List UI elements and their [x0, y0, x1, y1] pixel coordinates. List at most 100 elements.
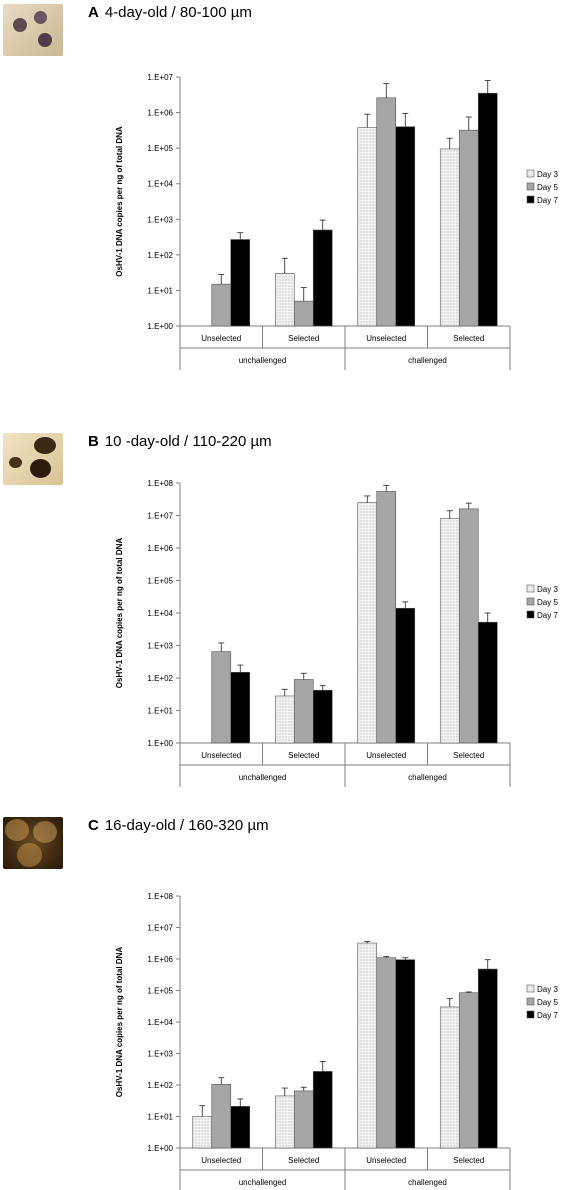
legend-swatch [526, 195, 535, 204]
y-tick-label: 1.E+08 [147, 479, 173, 488]
category-label: Unselected [366, 1156, 406, 1165]
category-label: Selected [288, 1156, 319, 1165]
category-label: Unselected [366, 751, 406, 760]
category-label: Selected [453, 751, 484, 760]
bar-day7 [312, 689, 333, 744]
group-label: unchallenged [239, 1178, 287, 1187]
bar-chart: 1.E+00 1.E+01 1.E+02 1.E+03 1.E+04 1.E+05 1.E+… [115, 73, 558, 370]
y-tick-label: 1.E+01 [147, 286, 173, 295]
bar-day7 [230, 671, 251, 744]
legend-label: Day 3 [537, 170, 558, 179]
bar-day3 [439, 148, 460, 327]
bar-day3 [357, 127, 378, 327]
legend-label: Day 5 [537, 183, 558, 192]
legend-swatch [526, 984, 535, 993]
legend-label: Day 7 [537, 1011, 558, 1020]
panel-title: B 10 -day-old / 110-220 µm [88, 433, 272, 450]
legend-label: Day 5 [537, 998, 558, 1007]
y-tick-label: 1.E+01 [147, 707, 173, 716]
bar-day7 [477, 92, 498, 327]
panel-letter: C [88, 817, 99, 834]
bar-day7 [312, 229, 333, 327]
larvae-photo [3, 433, 63, 485]
bar-day5 [458, 992, 479, 1149]
category-label: Selected [288, 751, 319, 760]
bar-day5 [458, 129, 479, 327]
panel-b: B 10 -day-old / 110-220 µm 1.E+00 1.E+01 1.… [0, 400, 562, 790]
legend-label: Day 5 [537, 598, 558, 607]
bar-day7 [477, 968, 498, 1149]
bar-day3 [274, 273, 295, 327]
y-axis-label: OsHV-1 DNA copies per ng of total DNA [115, 538, 124, 689]
y-axis-label: OsHV-1 DNA copies per ng of total DNA [115, 947, 124, 1098]
y-tick-label: 1.E+03 [147, 1050, 173, 1059]
group-label: unchallenged [239, 356, 287, 365]
larvae-photo [3, 817, 63, 869]
bar-day5 [376, 957, 397, 1149]
bar-day7 [395, 959, 416, 1149]
bar-day7 [312, 1071, 333, 1149]
group-label: challenged [408, 1178, 447, 1187]
category-label: Selected [288, 334, 319, 343]
category-label: Unselected [201, 751, 241, 760]
category-label: Selected [453, 1156, 484, 1165]
category-label: Unselected [201, 1156, 241, 1165]
bar-day3 [274, 1095, 295, 1149]
legend-label: Day 7 [537, 611, 558, 620]
y-tick-label: 1.E+04 [147, 609, 173, 618]
group-label: challenged [408, 773, 447, 782]
bar-day7 [395, 607, 416, 744]
bar-day5 [293, 679, 314, 744]
bar-chart: 1.E+00 1.E+01 1.E+02 1.E+03 1.E+04 1.E+05 1.E+… [115, 892, 558, 1190]
bar-day7 [230, 239, 251, 327]
bar-day5 [293, 1090, 314, 1149]
legend-swatch [526, 610, 535, 619]
legend-swatch [526, 182, 535, 191]
group-label: unchallenged [239, 773, 287, 782]
legend-swatch [526, 584, 535, 593]
y-tick-label: 1.E+07 [147, 924, 173, 933]
bar-day7 [477, 621, 498, 744]
bar-day7 [230, 1106, 251, 1149]
bar-day3 [274, 695, 295, 744]
panel-a: A 4-day-old / 80-100 µm 1.E+00 1.E+01 1.E+0… [0, 0, 562, 390]
panel-c: C 16-day-old / 160-320 µm 1.E+00 1.E+01 1.E… [0, 800, 562, 1190]
y-tick-label: 1.E+02 [147, 1081, 173, 1090]
bar-day3 [439, 518, 460, 744]
y-tick-label: 1.E+08 [147, 892, 173, 901]
panel-title-text: 4-day-old / 80-100 µm [104, 4, 252, 21]
y-tick-label: 1.E+00 [147, 1144, 173, 1153]
bar-day5 [211, 651, 232, 744]
bar-day5 [458, 508, 479, 744]
y-tick-label: 1.E+00 [147, 739, 173, 748]
bar-day5 [376, 97, 397, 327]
y-tick-label: 1.E+04 [147, 1018, 173, 1027]
legend-swatch [526, 997, 535, 1006]
legend-swatch [526, 169, 535, 178]
y-tick-label: 1.E+03 [147, 642, 173, 651]
bar-day7 [395, 126, 416, 327]
bar-day5 [376, 491, 397, 744]
group-label: challenged [408, 356, 447, 365]
category-label: Unselected [201, 334, 241, 343]
y-tick-label: 1.E+04 [147, 180, 173, 189]
category-label: Selected [453, 334, 484, 343]
y-tick-label: 1.E+05 [147, 577, 173, 586]
legend-label: Day 7 [537, 196, 558, 205]
larvae-photo [3, 4, 63, 56]
legend-swatch [526, 597, 535, 606]
legend-label: Day 3 [537, 985, 558, 994]
legend-label: Day 3 [537, 585, 558, 594]
y-tick-label: 1.E+01 [147, 1113, 173, 1122]
y-tick-label: 1.E+00 [147, 322, 173, 331]
bar-day3 [192, 1116, 213, 1149]
bar-day5 [211, 1084, 232, 1149]
y-tick-label: 1.E+02 [147, 251, 173, 260]
y-tick-label: 1.E+06 [147, 109, 173, 118]
y-tick-label: 1.E+03 [147, 215, 173, 224]
panel-title: A 4-day-old / 80-100 µm [88, 4, 252, 21]
y-tick-label: 1.E+06 [147, 544, 173, 553]
category-label: Unselected [366, 334, 406, 343]
bar-day3 [357, 502, 378, 744]
y-tick-label: 1.E+02 [147, 674, 173, 683]
